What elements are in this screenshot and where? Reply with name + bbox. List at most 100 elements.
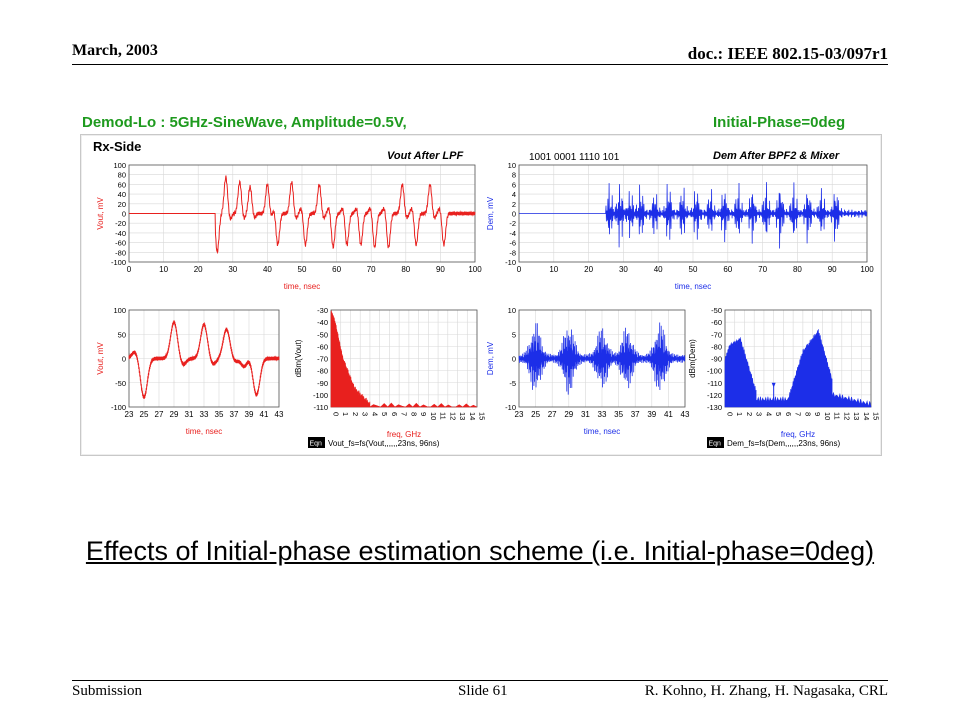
x-tick-label: 30	[228, 265, 237, 274]
x-tick-label: 100	[860, 265, 874, 274]
y-tick-label: -8	[509, 248, 516, 257]
x-tick-label: 43	[681, 410, 690, 419]
panel-title: Vout After LPF	[387, 150, 463, 162]
x-tick-label: 7	[400, 412, 409, 416]
y-tick-label: 4	[512, 190, 516, 199]
x-tick-label: 29	[564, 410, 573, 419]
y-tick-label: -60	[711, 318, 722, 327]
x-tick-label: 2	[745, 412, 754, 416]
y-tick-label: 2	[512, 200, 516, 209]
y-axis-label: Dem, mV	[486, 341, 495, 375]
x-tick-label: 60	[723, 265, 732, 274]
waveform-line	[129, 175, 476, 255]
eqn-dem-tag-text: Eqn	[709, 441, 722, 448]
x-tick-label: 27	[548, 410, 557, 419]
x-tick-label: 27	[155, 410, 164, 419]
y-tick-label: 80	[118, 171, 126, 180]
footer-rule	[72, 680, 888, 681]
y-tick-label: -50	[317, 330, 328, 339]
y-tick-label: 0	[512, 355, 516, 364]
y-tick-label: 10	[508, 161, 516, 170]
y-axis-label: Vout, mV	[96, 342, 105, 375]
figure-canvas: Rx-Side 1001 0001 1110 101 Eqn Vout_fs=f…	[93, 139, 881, 448]
y-tick-label: -60	[317, 342, 328, 351]
x-tick-label: 90	[436, 265, 445, 274]
demod-lo-label: Demod-Lo : 5GHz-SineWave, Amplitude=0.5V…	[82, 114, 407, 131]
y-tick-label: -40	[115, 229, 126, 238]
header-date: March, 2003	[72, 42, 158, 59]
x-tick-label: 9	[813, 412, 822, 416]
y-axis-label: dBm(Dem)	[688, 339, 697, 378]
x-tick-label: 5	[380, 412, 389, 416]
x-tick-label: 43	[275, 410, 284, 419]
y-tick-label: -20	[115, 219, 126, 228]
x-tick-label: 0	[332, 412, 341, 416]
x-tick-label: 11	[833, 412, 842, 420]
x-tick-label: 8	[409, 412, 418, 416]
x-tick-label: 30	[619, 265, 628, 274]
x-tick-label: 14	[468, 412, 477, 420]
y-tick-label: -5	[509, 379, 516, 388]
x-tick-label: 5	[774, 412, 783, 416]
y-tick-label: -100	[111, 403, 126, 412]
x-tick-label: 12	[842, 412, 851, 420]
waveform-line	[519, 182, 868, 249]
x-tick-label: 60	[332, 265, 341, 274]
y-tick-label: -2	[509, 219, 516, 228]
x-tick-label: 39	[647, 410, 656, 419]
x-tick-label: 40	[654, 265, 663, 274]
x-tick-label: 41	[260, 410, 269, 419]
x-tick-label: 39	[245, 410, 254, 419]
y-tick-label: -40	[317, 318, 328, 327]
x-tick-label: 50	[689, 265, 698, 274]
x-tick-label: 4	[764, 412, 773, 416]
x-tick-label: 3	[755, 412, 764, 416]
x-tick-label: 2	[351, 412, 360, 416]
x-tick-label: 10	[549, 265, 558, 274]
x-tick-label: 11	[439, 412, 448, 420]
x-tick-label: 37	[631, 410, 640, 419]
header-rule	[72, 64, 888, 65]
eqn-vout-tag-text: Eqn	[310, 441, 323, 448]
x-tick-label: 8	[803, 412, 812, 416]
x-tick-label: 35	[215, 410, 224, 419]
y-tick-label: 100	[113, 306, 126, 315]
y-axis-label: dBm(Vout)	[294, 339, 303, 377]
x-axis-label: time, nsec	[675, 282, 711, 291]
x-tick-label: 0	[127, 265, 132, 274]
footer-authors: R. Kohno, H. Zhang, H. Nagasaka, CRL	[644, 683, 888, 699]
x-tick-label: 90	[828, 265, 837, 274]
y-tick-label: -4	[509, 229, 516, 238]
eqn-vout-text: Vout_fs=fs(Vout,,,,,,23ns, 96ns)	[328, 439, 440, 448]
x-tick-label: 0	[726, 412, 735, 416]
x-tick-label: 15	[478, 412, 487, 420]
initial-phase-label: Initial-Phase=0deg	[713, 114, 846, 131]
y-tick-label: 10	[508, 306, 516, 315]
x-tick-label: 35	[614, 410, 623, 419]
y-tick-label: -110	[314, 403, 328, 412]
waveform-line	[128, 320, 280, 399]
x-tick-label: 41	[664, 410, 673, 419]
y-tick-label: 40	[118, 190, 126, 199]
bit-pattern-label: 1001 0001 1110 101	[529, 152, 620, 163]
x-tick-label: 13	[852, 412, 861, 420]
x-axis-label: freq, GHz	[387, 430, 421, 439]
marker-arrow	[771, 382, 776, 388]
y-axis-label: Dem, mV	[486, 196, 495, 230]
y-tick-label: -30	[317, 306, 328, 315]
waveform-line	[518, 322, 686, 395]
y-tick-label: -100	[111, 258, 126, 267]
x-tick-label: 10	[429, 412, 438, 420]
x-tick-label: 37	[230, 410, 239, 419]
y-tick-label: -110	[708, 379, 722, 388]
y-tick-label: -90	[317, 379, 328, 388]
slide-title: Effects of Initial-phase estimation sche…	[85, 536, 875, 566]
x-tick-label: 80	[793, 265, 802, 274]
x-tick-label: 70	[758, 265, 767, 274]
x-tick-label: 7	[794, 412, 803, 416]
x-tick-label: 20	[584, 265, 593, 274]
x-axis-label: time, nsec	[584, 427, 620, 436]
footer-submission: Submission	[72, 683, 143, 699]
x-tick-label: 9	[419, 412, 428, 416]
y-tick-label: -80	[115, 248, 126, 257]
